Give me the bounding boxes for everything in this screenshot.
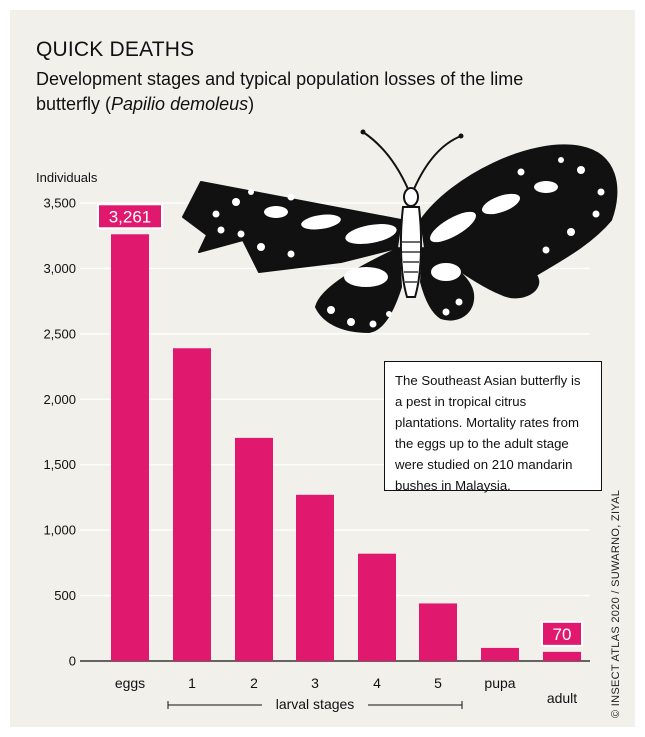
y-tick-label: 1,000 [43, 523, 76, 538]
subtitle-text: Development stages and typical populatio… [36, 69, 524, 114]
x-tick-label: 1 [188, 675, 196, 691]
bar-1 [173, 348, 211, 661]
x-tick-labels: eggs 1 2 3 4 5 pupa adult [115, 675, 577, 706]
value-labels: 3,261 70 [97, 203, 583, 647]
value-label-box [97, 203, 163, 230]
y-tick-label: 1,500 [43, 457, 76, 472]
y-tick-label: 3,500 [43, 196, 76, 211]
x-tick-label: 3 [311, 675, 319, 691]
y-tick-label: 2,000 [43, 392, 76, 407]
value-label: 70 [553, 625, 572, 644]
subtitle-species: Papilio demoleus [111, 94, 249, 114]
info-note: The Southeast Asian butterfly is a pest … [384, 361, 602, 493]
bars [111, 234, 581, 662]
chart-subtitle: Development stages and typical populatio… [36, 67, 556, 117]
subtitle-close: ) [248, 94, 255, 114]
bar-5 [419, 603, 457, 661]
bar-adult [543, 651, 581, 661]
x-tick-label: pupa [484, 675, 515, 691]
y-tick-label: 3,000 [43, 261, 76, 276]
x-tick-label: 4 [373, 675, 381, 691]
larval-stages-label: larval stages [276, 696, 355, 712]
larval-stages-bracket: larval stages [167, 694, 463, 714]
x-tick-label: 2 [250, 675, 258, 691]
value-label: 3,261 [109, 207, 152, 226]
value-label-box [541, 620, 583, 647]
x-tick-label: adult [547, 690, 577, 706]
y-tick-labels: 0 500 1,000 1,500 2,000 2,500 3,000 3,500 [43, 196, 76, 669]
y-tick-label: 2,500 [43, 326, 76, 341]
chart-title: QUICK DEATHS [36, 38, 195, 61]
bar-2 [235, 437, 273, 661]
y-tick-label: 500 [54, 588, 76, 603]
bar-eggs [111, 234, 149, 662]
bar-pupa [481, 647, 519, 661]
x-tick-label: 5 [434, 675, 442, 691]
bar-4 [358, 553, 396, 661]
x-tick-label: eggs [115, 675, 145, 691]
bar-3 [296, 494, 334, 661]
credit-line: © INSECT ATLAS 2020 / SUWARNO, ZIYAL [610, 489, 622, 718]
y-tick-label: 0 [69, 654, 76, 669]
butterfly-icon [182, 129, 618, 333]
y-axis-label: Individuals [36, 170, 98, 185]
